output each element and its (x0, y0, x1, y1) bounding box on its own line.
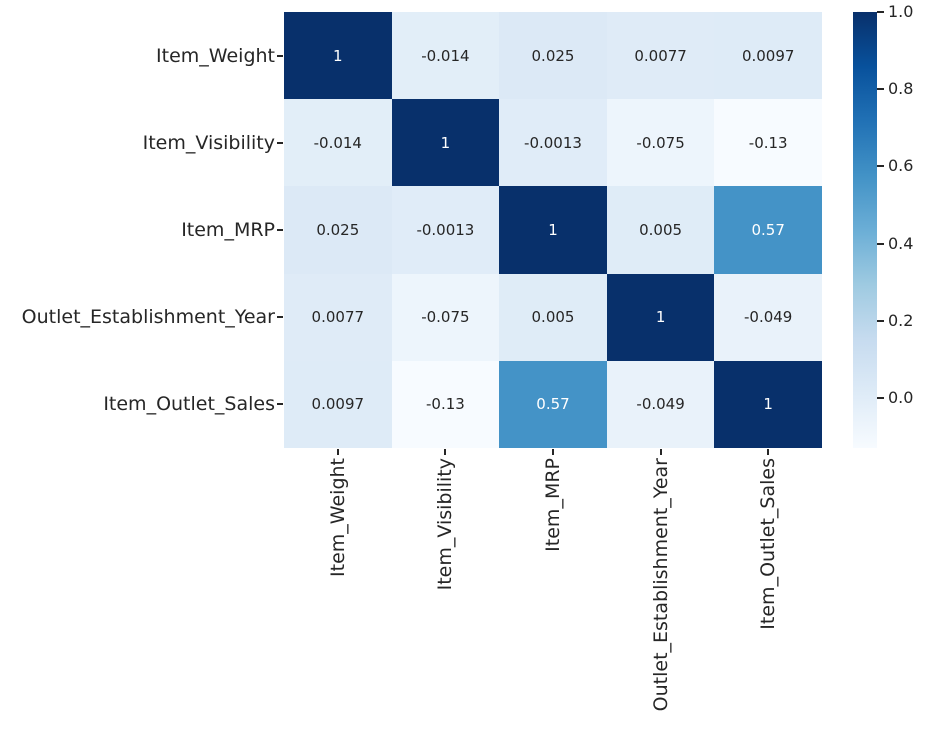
heatmap-cell: 1 (714, 360, 822, 448)
colorbar-tick-label: 0.4 (888, 233, 914, 253)
x-tick-mark (336, 449, 339, 455)
cell-annotation: 0.025 (531, 46, 575, 65)
x-tick-mark (552, 449, 554, 455)
colorbar-tick-label: 0.2 (888, 310, 914, 330)
x-tick-label-text: Item_MRP (542, 458, 564, 552)
heatmap-cell: -0.049 (606, 360, 715, 448)
colorbar-tick-label: 0.8 (888, 79, 914, 99)
heatmap-cell: 1 (606, 273, 715, 361)
cell-annotation: 0.57 (751, 220, 785, 239)
colorbar-tick-label: 0.0 (888, 387, 914, 407)
cell-annotation: -0.13 (748, 133, 788, 152)
heatmap-cell: 0.57 (714, 186, 822, 274)
colorbar-tick-mark (877, 242, 884, 245)
y-tick-mark (277, 316, 283, 319)
y-tick-label: Item_MRP (181, 219, 275, 241)
heatmap-cell: 0.0077 (284, 273, 392, 361)
heatmap-cell: 0.0077 (606, 12, 715, 100)
y-tick-label: Outlet_Establishment_Year (21, 306, 275, 329)
cell-annotation: 0.005 (531, 308, 575, 327)
cell-annotation: -0.049 (744, 308, 793, 327)
cell-annotation: 0.005 (639, 220, 683, 239)
y-tick-label: Item_Weight (156, 44, 275, 67)
heatmap-cell: -0.014 (391, 12, 500, 100)
x-tick-label-text: Outlet_Establishment_Year (649, 458, 672, 712)
colorbar-tick-mark (877, 88, 884, 91)
heatmap-cell: -0.13 (391, 360, 500, 448)
cell-annotation: -0.014 (421, 46, 470, 65)
heatmap-cell: -0.075 (391, 273, 500, 361)
colorbar-tick-mark (877, 165, 884, 168)
heatmap-cell: 1 (391, 99, 500, 187)
heatmap-cell: -0.014 (284, 99, 392, 187)
heatmap-cell: -0.075 (606, 99, 715, 187)
y-tick-mark (277, 403, 283, 406)
cell-annotation: 0.0097 (741, 46, 795, 65)
x-tick-label-text: Item_Visibility (434, 458, 457, 591)
y-tick-mark (277, 54, 283, 57)
heatmap-cell: -0.0013 (391, 186, 500, 274)
cell-annotation: -0.0013 (524, 133, 582, 152)
cell-annotation: 1 (440, 133, 451, 152)
y-tick-label: Item_Outlet_Sales (103, 393, 275, 416)
colorbar (853, 12, 877, 448)
heatmap-cell: 1 (499, 186, 607, 274)
x-tick-label-text: Item_Weight (326, 458, 349, 577)
cell-annotation: 1 (763, 395, 773, 414)
x-tick-mark (444, 449, 447, 455)
cell-annotation: 0.57 (536, 395, 570, 414)
heatmap-cell: 1 (284, 12, 392, 100)
x-tick-mark (659, 449, 662, 455)
heatmap-cell: -0.0013 (499, 99, 607, 187)
cell-annotation: -0.0013 (416, 220, 475, 239)
cell-annotation: 1 (655, 308, 666, 327)
y-tick-mark (277, 229, 283, 231)
cell-annotation: 1 (548, 220, 558, 239)
cell-annotation: 0.0077 (634, 46, 687, 65)
y-tick-mark (277, 141, 283, 144)
cell-annotation: 0.0097 (311, 395, 365, 414)
cell-annotation: -0.075 (421, 308, 470, 327)
cell-annotation: 1 (333, 46, 343, 65)
colorbar-tick-label: 1.0 (888, 2, 914, 21)
cell-annotation: 0.025 (316, 220, 360, 239)
cell-annotation: -0.049 (636, 395, 685, 414)
heatmap-cell: -0.049 (714, 273, 822, 361)
heatmap-cell: -0.13 (714, 99, 822, 187)
cell-annotation: 0.0077 (311, 308, 365, 327)
y-tick-label: Item_Visibility (142, 131, 275, 154)
cell-annotation: -0.075 (636, 133, 685, 152)
heatmap-cell: 0.005 (499, 273, 607, 361)
correlation-heatmap: 1 -0.014 0.025 0.0077 0.0097 -0.014 1 -0.0013 -0… (284, 12, 822, 448)
colorbar-tick-mark (877, 396, 884, 399)
colorbar-tick-mark (877, 319, 884, 322)
colorbar-tick-mark (877, 11, 884, 13)
x-tick-mark (767, 449, 770, 455)
cell-annotation: -0.014 (313, 133, 362, 152)
x-tick-label-text: Item_Outlet_Sales (757, 458, 780, 630)
heatmap-cell: 0.57 (499, 360, 607, 448)
heatmap-cell: 0.0097 (714, 12, 822, 100)
cell-annotation: -0.13 (425, 395, 465, 414)
heatmap-cell: 0.005 (606, 186, 715, 274)
heatmap-cell: 0.025 (499, 12, 607, 100)
heatmap-cell: 0.025 (284, 186, 392, 274)
heatmap-cell: 0.0097 (284, 360, 392, 448)
colorbar-tick-label: 0.6 (888, 156, 914, 176)
